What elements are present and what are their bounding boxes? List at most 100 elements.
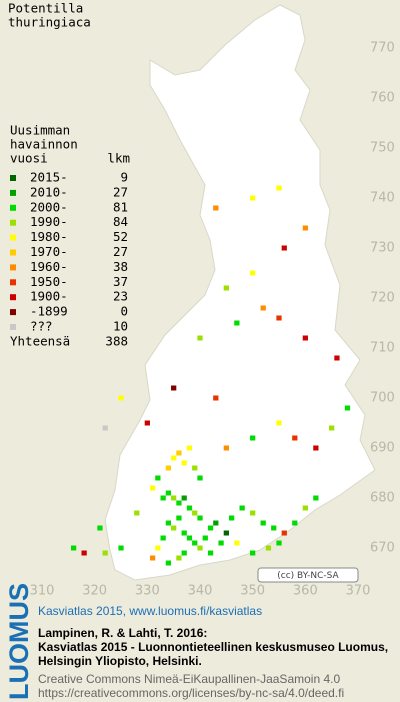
grid-square xyxy=(176,450,182,456)
grid-square xyxy=(250,550,256,556)
license-badge: (cc) BY-NC-SA xyxy=(277,571,339,581)
legend-count: 37 xyxy=(113,274,128,289)
grid-square xyxy=(276,315,282,321)
legend-swatch xyxy=(10,309,16,316)
y-tick-label: 710 xyxy=(370,341,395,356)
headline: Kasviatlas 2015, www.luomus.fi/kasviatla… xyxy=(38,604,262,618)
grid-square xyxy=(197,515,203,521)
grid-square xyxy=(281,245,287,251)
grid-square xyxy=(102,425,108,431)
grid-square xyxy=(165,560,172,566)
legend-label: ??? xyxy=(30,319,53,334)
legend-label: 2010- xyxy=(30,184,68,199)
citation: Lampinen, R. & Lahti, T. 2016: xyxy=(38,626,207,640)
legend-header: Uusimman xyxy=(10,123,70,138)
grid-square xyxy=(223,530,229,536)
y-tick-label: 670 xyxy=(370,541,395,556)
legend-count: 27 xyxy=(113,184,128,199)
x-tick-label: 370 xyxy=(346,584,371,599)
y-tick-label: 750 xyxy=(370,141,395,156)
grid-square xyxy=(313,495,319,501)
legend-header: vuosi xyxy=(10,151,48,166)
grid-square xyxy=(192,465,198,471)
legend-label: 1900- xyxy=(30,289,68,304)
grid-square xyxy=(134,510,140,516)
grid-square xyxy=(155,475,161,481)
grid-square xyxy=(250,510,256,516)
legend-label: 1980- xyxy=(30,229,68,244)
grid-square xyxy=(165,520,172,526)
x-tick-label: 330 xyxy=(135,584,160,599)
y-tick-label: 680 xyxy=(370,491,395,506)
grid-square xyxy=(171,525,177,531)
legend-count: 27 xyxy=(113,244,128,259)
title: thuringiaca xyxy=(8,15,91,30)
grid-square xyxy=(192,540,198,546)
grid-square xyxy=(144,420,150,426)
grid-square xyxy=(302,505,308,511)
squares xyxy=(70,185,351,566)
grid-square xyxy=(186,535,193,541)
grid-square xyxy=(313,445,319,451)
grid-square xyxy=(292,520,298,526)
legend-header: lkm xyxy=(107,151,130,166)
grid-square xyxy=(176,500,182,506)
grid-square xyxy=(239,505,245,511)
grid-square xyxy=(302,335,308,341)
y-tick-label: 760 xyxy=(370,91,395,106)
y-tick-label: 690 xyxy=(370,441,395,456)
x-tick-label: 360 xyxy=(293,584,318,599)
legend-swatch xyxy=(10,294,16,301)
grid-square xyxy=(81,550,87,556)
grid-square xyxy=(165,490,172,496)
legend-label: 1970- xyxy=(30,244,68,259)
grid-square xyxy=(234,320,240,326)
grid-square xyxy=(329,425,335,431)
grid-square xyxy=(276,185,282,191)
grid-square xyxy=(223,285,229,291)
grid-square xyxy=(334,355,340,361)
grid-square xyxy=(165,465,172,471)
grid-square xyxy=(302,225,308,231)
grid-square xyxy=(260,305,266,311)
legend-total-label: Yhteensä xyxy=(10,333,70,348)
grid-square xyxy=(250,435,256,441)
legend-count: 81 xyxy=(113,199,128,214)
grid-square xyxy=(281,530,287,536)
legend-swatch xyxy=(10,279,16,286)
grid-square xyxy=(160,495,166,501)
legend-count: 9 xyxy=(120,170,128,185)
grid-square xyxy=(176,555,182,561)
legend-count: 38 xyxy=(113,259,128,274)
citation: Helsingin Yliopisto, Helsinki. xyxy=(38,654,202,668)
x-tick-label: 310 xyxy=(30,584,55,599)
grid-square xyxy=(171,455,177,461)
legend-swatch xyxy=(10,264,16,271)
legend-label: 1960- xyxy=(30,259,68,274)
grid-square xyxy=(276,540,282,546)
legend-count: 52 xyxy=(113,229,128,244)
grid-square xyxy=(171,495,177,501)
grid-square xyxy=(118,545,124,551)
grid-square xyxy=(202,535,208,541)
grid-square xyxy=(181,495,187,501)
grid-square xyxy=(149,555,156,561)
legend-swatch xyxy=(10,204,16,211)
legend-swatch xyxy=(10,219,16,226)
grid-square xyxy=(176,515,182,521)
grid-square xyxy=(171,385,177,391)
grid-square xyxy=(213,205,219,211)
grid-square xyxy=(292,435,298,441)
grid-square xyxy=(70,545,77,551)
grid-square xyxy=(197,335,203,341)
grid-square xyxy=(197,475,203,481)
x-tick-label: 320 xyxy=(82,584,107,599)
grid-square xyxy=(250,270,256,276)
license-text: Creative Commons Nimeä-EiKaupallinen-Jaa… xyxy=(38,672,340,686)
legend-label: 2000- xyxy=(30,199,68,214)
x-tick-label: 340 xyxy=(188,584,213,599)
grid-square xyxy=(149,485,156,491)
legend-count: 10 xyxy=(113,319,128,334)
grid-square xyxy=(207,550,214,556)
